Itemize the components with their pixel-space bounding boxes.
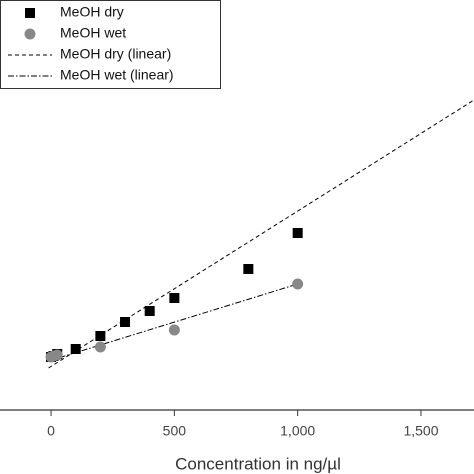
data-point	[292, 278, 304, 290]
legend-label: MeOH wet (linear)	[60, 67, 174, 83]
x-tick-label: 500	[163, 423, 187, 439]
fit-line	[48, 283, 298, 362]
legend-marker	[25, 8, 35, 18]
data-point	[169, 293, 180, 303]
x-tick-label: 1,500	[403, 423, 438, 439]
legend-label: MeOH dry (linear)	[60, 46, 171, 62]
data-point	[144, 306, 155, 316]
data-point	[70, 344, 81, 354]
fit-line	[48, 99, 474, 369]
data-point	[243, 264, 254, 274]
legend-label: MeOH dry	[60, 4, 124, 20]
data-point	[51, 349, 63, 361]
data-point	[292, 228, 303, 238]
x-tick-label: 0	[47, 423, 55, 439]
data-point	[120, 317, 131, 327]
legend-marker	[24, 28, 36, 40]
legend: MeOH dry MeOH wet MeOH dry (linear) MeOH we…	[0, 0, 221, 89]
data-point	[95, 331, 106, 341]
x-axis-title: Concentration in ng/µl	[175, 454, 341, 473]
legend-label: MeOH wet	[60, 25, 126, 41]
legend-box	[0, 0, 221, 89]
data-point	[94, 341, 106, 353]
x-tick-label: 1,000	[280, 423, 315, 439]
data-point	[168, 324, 180, 336]
